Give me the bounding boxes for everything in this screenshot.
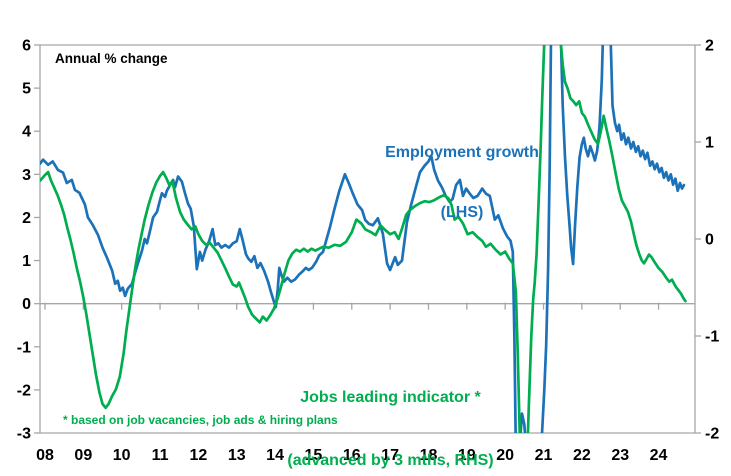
x-axis-tick-label: 20 [496,447,514,464]
x-axis-tick-label: 23 [611,447,629,464]
x-axis-tick-label: 22 [573,447,591,464]
employment-growth-series-label: Employment growth (LHS) [352,103,572,263]
left-axis-tick-label: -2 [17,382,31,399]
x-axis-tick-label: 24 [650,447,668,464]
axis-units-note: Annual % change [55,51,168,66]
x-axis-tick-label: 08 [36,447,54,464]
right-axis-tick-label: -1 [705,329,719,346]
left-axis-tick-label: 3 [22,167,31,184]
series-line-employment [40,45,686,433]
left-axis-tick-label: 6 [22,38,31,55]
right-axis-tick-label: 2 [705,38,714,55]
left-axis-tick-label: 4 [22,124,31,141]
left-axis-tick-label: -3 [17,426,31,443]
gridlines [40,44,695,434]
series-line-jobs [40,45,687,433]
left-axis-tick-label: -1 [17,339,31,356]
left-axis-tick-label: 5 [22,81,31,98]
x-axis-tick-label: 18 [420,447,438,464]
x-axis-tick-label: 17 [381,447,399,464]
x-axis-tick-label: 15 [305,447,323,464]
right-axis-tick-label: -2 [705,426,719,443]
data-series-lines [40,45,687,433]
left-axis-tick-label: 1 [22,253,31,270]
jobs-leading-indicator-series-label-line2: (advanced by 3 mths, RHS) [287,452,494,469]
employment-growth-series-label-line2: (LHS) [440,204,484,221]
x-axis-tick-label: 13 [228,447,246,464]
axes [34,44,701,434]
x-axis-tick-label: 09 [74,447,92,464]
right-axis-tick-label: 0 [705,232,714,249]
employment-growth-series-label-line1: Employment growth [385,144,539,161]
footnote: * based on job vacancies, job ads & hiri… [63,413,338,427]
x-axis-tick-label: 14 [266,447,284,464]
x-axis-tick-label: 19 [458,447,476,464]
x-axis-tick-label: 21 [535,447,553,464]
x-axis-tick-label: 12 [189,447,207,464]
x-axis-tick-label: 16 [343,447,361,464]
x-axis-tick-label: 10 [113,447,131,464]
jobs-leading-indicator-series-label: Jobs leading indicator * (advanced by 3 … [263,345,518,476]
right-axis-tick-label: 1 [705,135,714,152]
x-axis-tick-label: 11 [152,447,169,464]
left-axis-tick-label: 0 [22,296,31,313]
left-axis-tick-label: 2 [22,210,31,227]
jobs-leading-indicator-series-label-line1: Jobs leading indicator * [300,389,481,406]
